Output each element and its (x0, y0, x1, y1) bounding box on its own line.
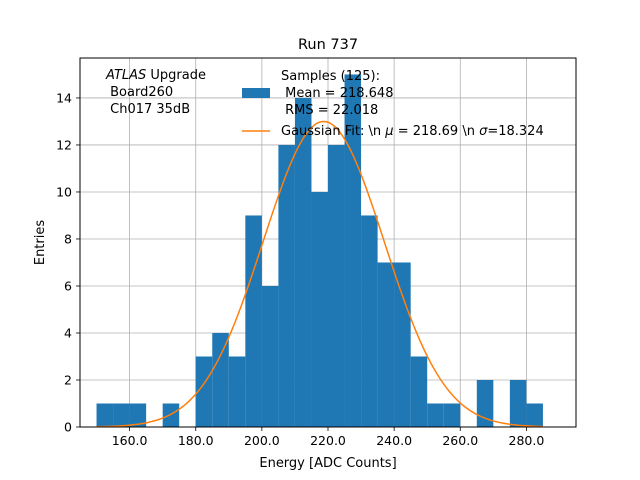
histogram-bar (228, 356, 246, 427)
histogram-bar (278, 144, 295, 427)
histogram-bar (245, 215, 262, 427)
histogram-bar (443, 403, 461, 427)
x-tick-label: 160.0 (112, 433, 148, 448)
y-tick-label: 10 (56, 184, 72, 199)
legend-histogram-swatch (242, 88, 270, 98)
y-tick-label: 12 (56, 137, 72, 152)
atlas-label: ATLAS (105, 68, 146, 83)
x-tick-label: 220.0 (310, 433, 346, 448)
histogram-bar (96, 403, 114, 427)
x-tick-label: 200.0 (244, 433, 280, 448)
y-axis-ticks: 0 2 4 6 8 10 12 14 (56, 90, 80, 435)
atlas-annotation: ATLAS Upgrade Board260 Ch017 35dB (105, 68, 206, 117)
histogram-bar (427, 403, 444, 427)
histogram-bar (394, 262, 411, 427)
annotation-line-3: Ch017 35dB (106, 102, 190, 117)
gaussian-fit-curve (96, 120, 543, 428)
histogram-bar (526, 403, 543, 427)
y-axis-label: Entries (33, 220, 48, 266)
histogram-bar (195, 356, 213, 427)
chart-title: Run 737 (298, 37, 358, 53)
y-tick-label: 6 (64, 278, 72, 293)
annotation-line-2: Board260 (106, 85, 173, 100)
histogram-bars (96, 74, 543, 427)
legend-fit-label: Gaussian Fit: \n μ = 218.69 \n σ=18.324 (281, 124, 544, 139)
annotation-line-1: ATLAS Upgrade (105, 68, 206, 83)
legend-histogram-line-1: Samples (125): (281, 69, 380, 84)
histogram-bar (509, 379, 527, 427)
legend: Samples (125): Mean = 218.648 RMS = 22.0… (242, 69, 544, 139)
legend-histogram-line-2: Mean = 218.648 (281, 86, 393, 101)
histogram-bar (361, 215, 378, 427)
histogram-bar (476, 379, 494, 427)
histogram-bar (410, 356, 428, 427)
histogram-bar (113, 403, 130, 427)
histogram-bar (162, 403, 180, 427)
histogram-bar (261, 285, 279, 427)
histogram-bar (311, 191, 328, 427)
histogram-bar (377, 262, 395, 427)
histogram-bar (328, 144, 345, 427)
histogram-bar (129, 403, 147, 427)
x-tick-label: 280.0 (509, 433, 545, 448)
y-tick-label: 0 (64, 420, 72, 435)
x-tick-label: 260.0 (442, 433, 478, 448)
x-tick-label: 180.0 (178, 433, 214, 448)
y-tick-label: 8 (64, 231, 72, 246)
legend-histogram-line-3: RMS = 22.018 (281, 103, 378, 118)
x-axis-label: Energy [ADC Counts] (259, 456, 396, 471)
x-tick-label: 240.0 (376, 433, 412, 448)
histogram-bar (294, 97, 312, 427)
x-axis-ticks: 160.0 180.0 200.0 220.0 240.0 260.0 280.0 (112, 427, 545, 448)
histogram-bar (212, 332, 229, 427)
y-tick-label: 4 (64, 325, 72, 340)
y-tick-label: 2 (64, 372, 72, 387)
y-tick-label: 14 (56, 90, 72, 105)
